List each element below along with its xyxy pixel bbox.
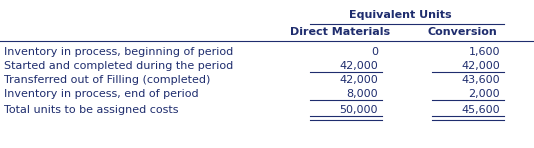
Text: Transferred out of Filling (completed): Transferred out of Filling (completed) bbox=[4, 75, 210, 85]
Text: 0: 0 bbox=[371, 47, 378, 57]
Text: Conversion: Conversion bbox=[427, 27, 497, 37]
Text: 2,000: 2,000 bbox=[468, 89, 500, 99]
Text: 42,000: 42,000 bbox=[339, 75, 378, 85]
Text: 50,000: 50,000 bbox=[340, 105, 378, 115]
Text: Equivalent Units: Equivalent Units bbox=[349, 10, 451, 20]
Text: Inventory in process, end of period: Inventory in process, end of period bbox=[4, 89, 199, 99]
Text: Direct Materials: Direct Materials bbox=[290, 27, 390, 37]
Text: Total units to be assigned costs: Total units to be assigned costs bbox=[4, 105, 178, 115]
Text: Started and completed during the period: Started and completed during the period bbox=[4, 61, 233, 71]
Text: 45,600: 45,600 bbox=[461, 105, 500, 115]
Text: Inventory in process, beginning of period: Inventory in process, beginning of perio… bbox=[4, 47, 233, 57]
Text: 42,000: 42,000 bbox=[461, 61, 500, 71]
Text: 43,600: 43,600 bbox=[461, 75, 500, 85]
Text: 1,600: 1,600 bbox=[468, 47, 500, 57]
Text: 42,000: 42,000 bbox=[339, 61, 378, 71]
Text: 8,000: 8,000 bbox=[347, 89, 378, 99]
